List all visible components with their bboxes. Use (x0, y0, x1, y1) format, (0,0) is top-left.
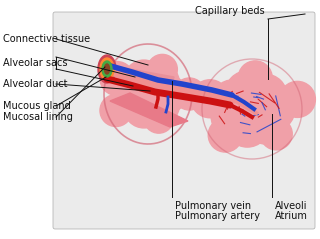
Text: Alveoli: Alveoli (275, 201, 308, 211)
Text: Mucosal lining: Mucosal lining (3, 112, 73, 122)
Circle shape (100, 94, 132, 126)
Circle shape (139, 63, 179, 103)
Circle shape (211, 80, 255, 124)
Ellipse shape (102, 61, 112, 77)
Circle shape (211, 94, 255, 138)
Text: Pulmonary artery: Pulmonary artery (175, 211, 260, 221)
Circle shape (124, 60, 164, 100)
Circle shape (147, 54, 177, 84)
Circle shape (225, 71, 269, 115)
Text: Pulmonary vein: Pulmonary vein (175, 201, 251, 211)
Text: Atrium: Atrium (275, 211, 308, 221)
Circle shape (146, 74, 186, 114)
Text: Mucous gland: Mucous gland (3, 101, 71, 111)
Ellipse shape (100, 58, 114, 80)
Circle shape (112, 80, 152, 120)
Circle shape (124, 88, 164, 128)
Circle shape (260, 118, 292, 150)
Circle shape (191, 80, 229, 118)
Text: Alveolar sacs: Alveolar sacs (3, 58, 68, 68)
Ellipse shape (105, 64, 109, 74)
Circle shape (144, 103, 174, 133)
Circle shape (243, 74, 287, 118)
Circle shape (243, 100, 287, 144)
Polygon shape (110, 93, 188, 127)
Circle shape (139, 85, 179, 125)
Circle shape (112, 68, 152, 108)
Circle shape (228, 85, 276, 133)
Circle shape (238, 61, 272, 95)
Text: Alveolar duct: Alveolar duct (3, 79, 68, 89)
Circle shape (173, 78, 205, 110)
Text: Capillary beds: Capillary beds (195, 6, 265, 16)
Ellipse shape (98, 55, 116, 83)
Circle shape (225, 103, 269, 147)
Text: Connective tissue: Connective tissue (3, 34, 90, 44)
Circle shape (208, 118, 242, 152)
Circle shape (279, 81, 316, 117)
Circle shape (251, 87, 295, 131)
FancyBboxPatch shape (53, 12, 315, 229)
Circle shape (100, 62, 134, 96)
Polygon shape (105, 65, 174, 91)
Circle shape (126, 72, 170, 116)
